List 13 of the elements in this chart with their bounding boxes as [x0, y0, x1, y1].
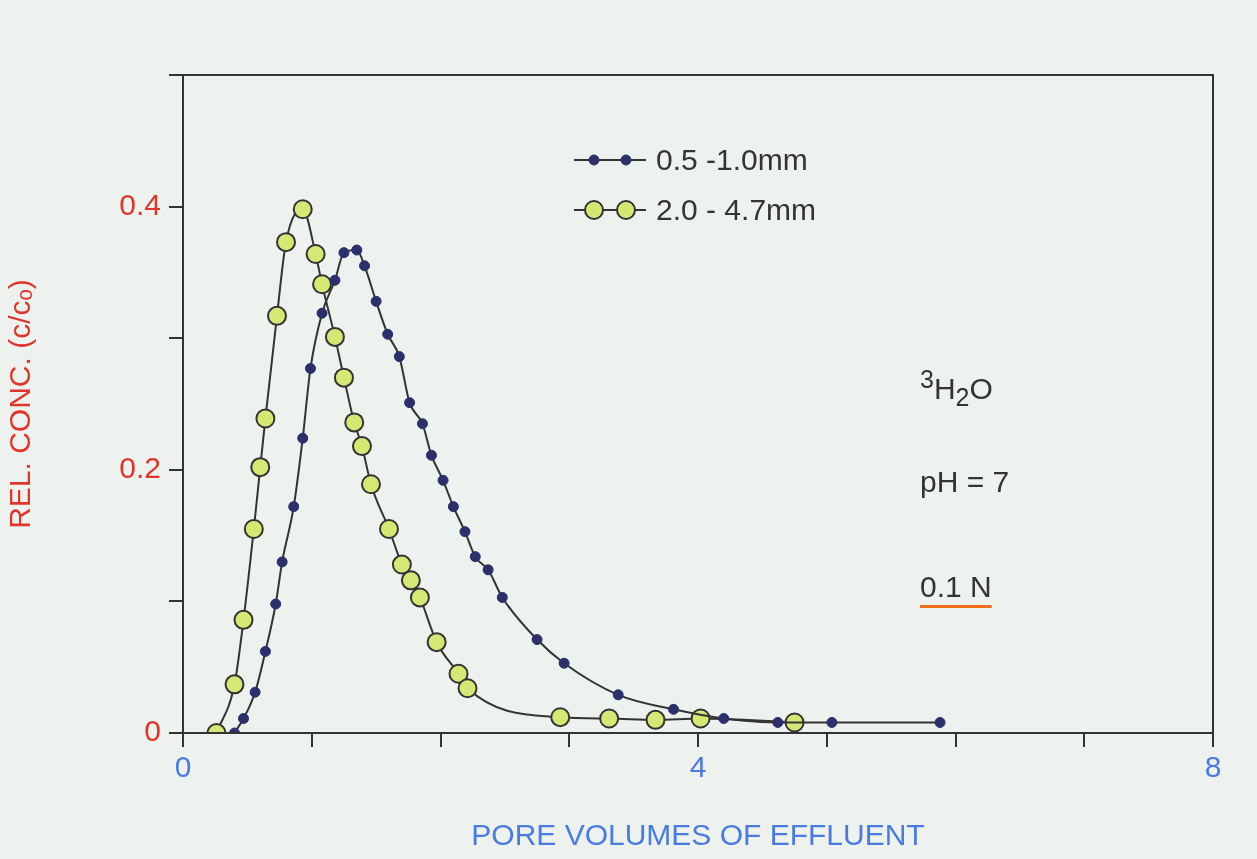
y-tick-label: 0.2	[119, 451, 161, 485]
y-tick-label: 0.4	[119, 187, 161, 221]
annotation: $^{3}$H$_{2}$O	[920, 365, 993, 412]
y-tick-label: 0	[144, 714, 161, 748]
x-tick-label: 0	[174, 750, 192, 784]
annotation: pH = 7	[920, 465, 1010, 499]
legend-label: 0.5 -1.0mm	[656, 143, 808, 177]
annotation: 0.1 N	[920, 570, 992, 604]
legend-label: 2.0 - 4.7mm	[656, 193, 817, 227]
y-axis-title: REL. CONC. (c/cₒ)	[3, 279, 37, 529]
x-tick-label: 4	[689, 750, 707, 784]
x-axis-title: PORE VOLUMES OF EFFLUENT	[471, 818, 925, 852]
x-tick-label: 8	[1204, 750, 1222, 784]
